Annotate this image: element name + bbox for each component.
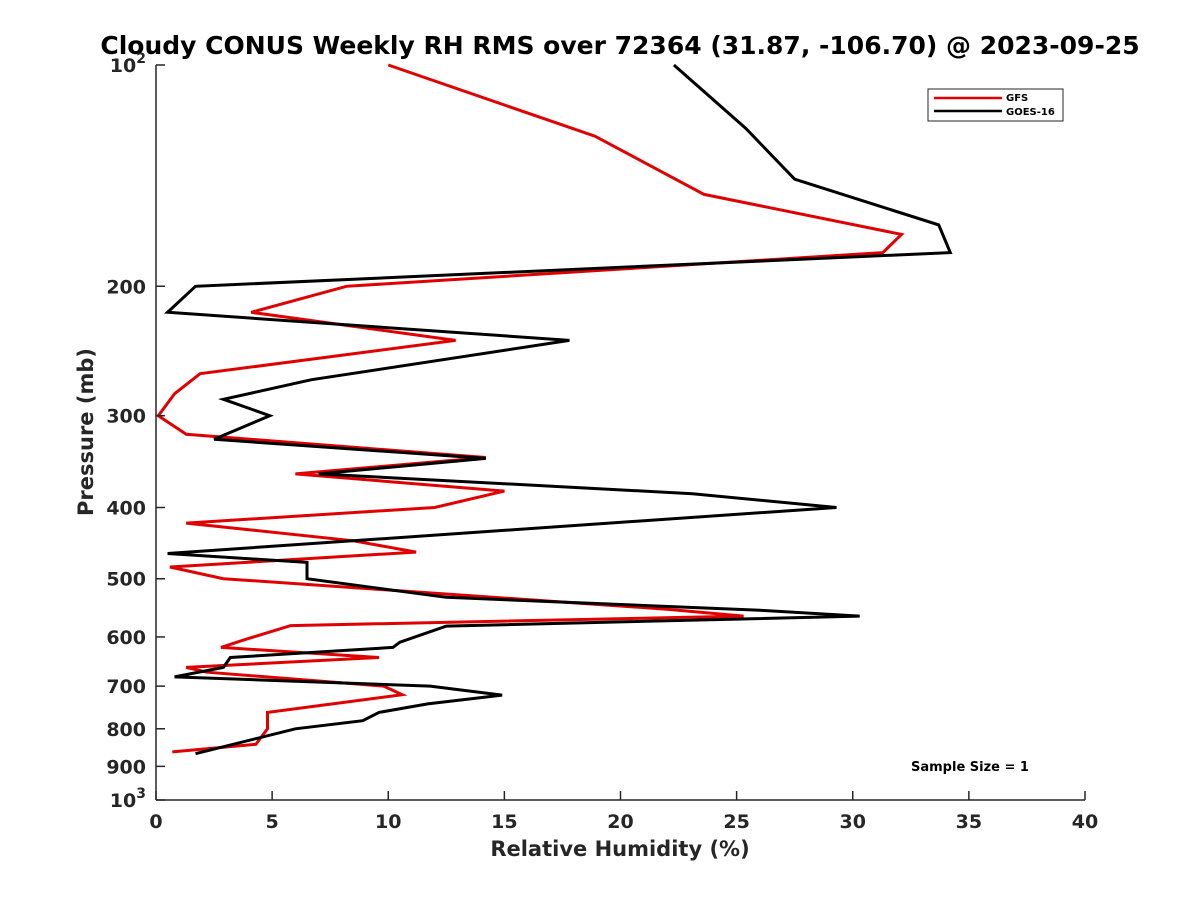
y-ticks: 102 200 300 400 500 600 700 800 900 103 xyxy=(106,51,165,812)
y-axis-label: Pressure (mb) xyxy=(74,348,98,516)
series-layer xyxy=(156,63,953,756)
x-tick-label: 15 xyxy=(491,811,517,833)
y-tick-label: 300 xyxy=(106,406,146,428)
x-tick-label: 10 xyxy=(375,811,401,833)
x-tick-label: 40 xyxy=(1072,811,1098,833)
legend-box xyxy=(927,88,1064,122)
y-tick-label: 103 xyxy=(110,786,146,812)
y-tick-label: 600 xyxy=(106,627,146,649)
chart-title: Cloudy CONUS Weekly RH RMS over 72364 (3… xyxy=(100,31,1139,60)
x-tick-label: 5 xyxy=(266,811,279,833)
legend-label-gfs: GFS xyxy=(1006,93,1028,104)
y-tick-label: 102 xyxy=(110,51,146,77)
sample-size-annotation: Sample Size = 1 xyxy=(911,760,1029,775)
legend: GFS GOES-16 xyxy=(927,88,1064,122)
legend-label-goes16: GOES-16 xyxy=(1006,107,1055,118)
y-tick-label: 800 xyxy=(106,719,146,741)
x-ticks: 0 5 10 15 20 25 30 35 40 xyxy=(149,791,1098,833)
x-tick-label: 20 xyxy=(607,811,633,833)
x-tick-label: 0 xyxy=(149,811,162,833)
x-tick-label: 25 xyxy=(723,811,749,833)
y-tick-label: 500 xyxy=(106,569,146,591)
y-tick-label: 900 xyxy=(106,756,146,778)
y-tick-label: 700 xyxy=(106,676,146,698)
x-axis-label: Relative Humidity (%) xyxy=(490,837,749,861)
series-line-goes16 xyxy=(164,63,953,756)
y-tick-label: 400 xyxy=(106,498,146,520)
plot-area xyxy=(156,65,1085,800)
x-tick-label: 30 xyxy=(840,811,866,833)
y-tick-label: 200 xyxy=(106,276,146,298)
series-line-gfs xyxy=(156,63,905,754)
x-tick-label: 35 xyxy=(956,811,982,833)
